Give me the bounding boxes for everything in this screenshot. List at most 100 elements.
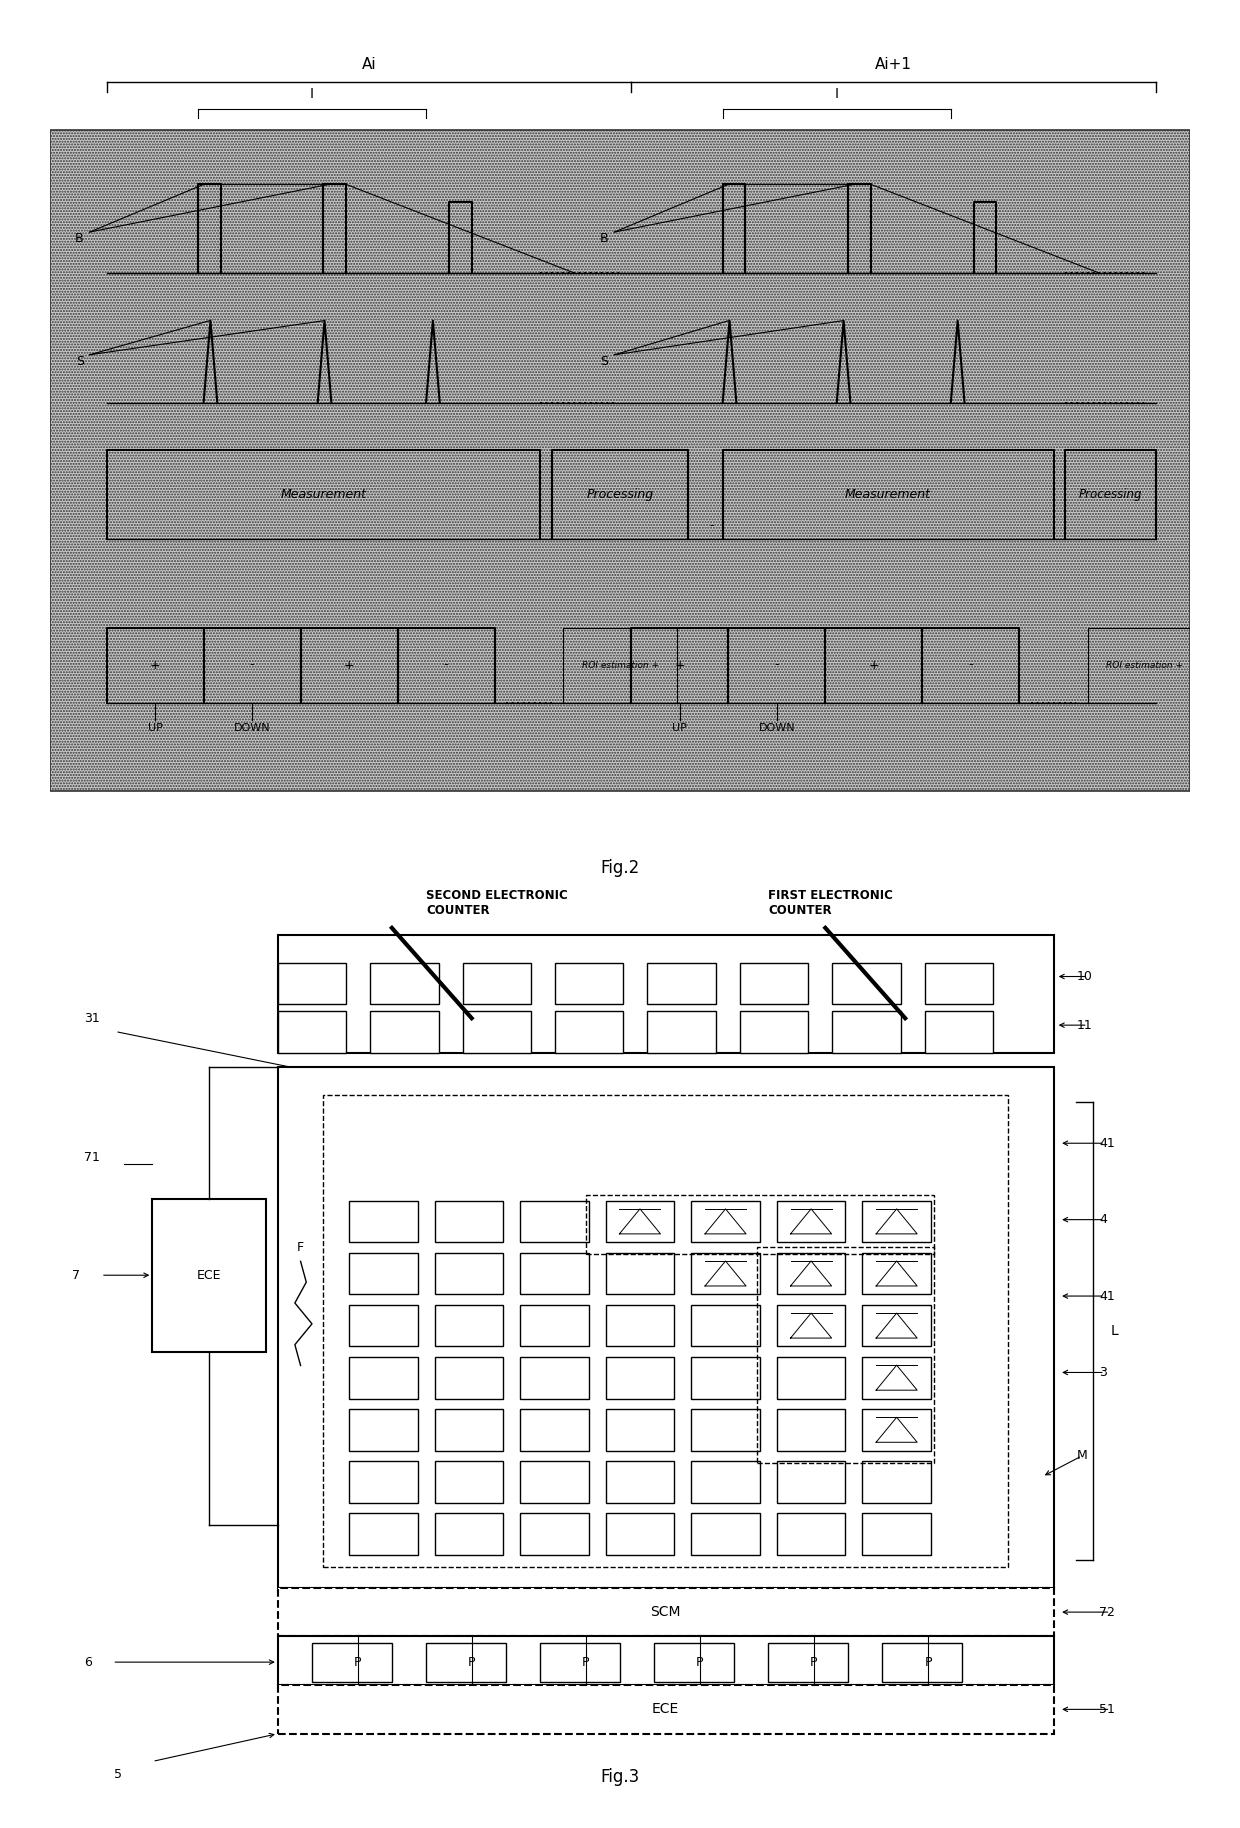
Bar	[463, 1011, 531, 1053]
Bar	[740, 963, 808, 1004]
Bar	[863, 1201, 931, 1243]
Text: -: -	[775, 658, 779, 671]
Bar	[863, 1252, 931, 1294]
Bar	[925, 963, 993, 1004]
Bar	[776, 1514, 846, 1556]
Bar	[769, 1643, 848, 1682]
Bar	[350, 1252, 418, 1294]
Bar	[863, 1461, 931, 1503]
Text: S: S	[76, 355, 84, 367]
Text: 51: 51	[1099, 1704, 1115, 1716]
Bar	[756, 1247, 934, 1462]
Bar	[740, 1011, 808, 1053]
Text: P: P	[810, 1656, 817, 1669]
Text: DOWN: DOWN	[759, 722, 795, 733]
Bar	[350, 1461, 418, 1503]
Text: 3: 3	[1099, 1366, 1107, 1378]
Bar	[278, 1685, 1054, 1733]
Bar	[863, 1356, 931, 1398]
Text: Fig.2: Fig.2	[600, 859, 640, 877]
Text: S: S	[600, 355, 609, 367]
Bar	[925, 1011, 993, 1053]
Text: DOWN: DOWN	[234, 722, 270, 733]
Bar	[883, 1643, 962, 1682]
Bar	[776, 1356, 846, 1398]
Text: +: +	[343, 658, 355, 671]
Text: -: -	[444, 658, 449, 671]
Text: Measurement: Measurement	[846, 488, 931, 501]
Bar	[692, 1356, 760, 1398]
Bar	[692, 1514, 760, 1556]
Text: M: M	[1076, 1450, 1087, 1462]
Bar	[350, 1409, 418, 1451]
Text: 11: 11	[1076, 1018, 1092, 1031]
Bar	[692, 1409, 760, 1451]
Bar	[278, 1011, 346, 1053]
Text: Ai+1: Ai+1	[875, 57, 913, 71]
Text: +: +	[675, 658, 686, 671]
Bar	[776, 1409, 846, 1451]
Text: I: I	[835, 88, 838, 101]
Bar	[863, 1409, 931, 1451]
Text: -: -	[249, 658, 254, 671]
Bar	[278, 1589, 1054, 1636]
Text: Processing: Processing	[587, 488, 653, 501]
Bar	[278, 1068, 1054, 1589]
Bar	[832, 963, 900, 1004]
Bar	[371, 1011, 439, 1053]
Bar	[435, 1201, 503, 1243]
Bar	[463, 963, 531, 1004]
Bar	[776, 1305, 846, 1347]
Bar	[278, 934, 1054, 1053]
Bar	[776, 1461, 846, 1503]
Bar	[521, 1409, 589, 1451]
Text: 4: 4	[1099, 1214, 1107, 1227]
Text: B: B	[600, 232, 609, 245]
Bar	[606, 1252, 675, 1294]
Text: -: -	[968, 658, 973, 671]
Text: -: -	[709, 519, 713, 532]
Bar	[692, 1201, 760, 1243]
Bar	[427, 1643, 506, 1682]
Bar	[312, 1643, 392, 1682]
Bar	[324, 1095, 1008, 1567]
Bar	[435, 1252, 503, 1294]
Bar	[692, 1461, 760, 1503]
Text: 41: 41	[1099, 1289, 1115, 1303]
Bar	[863, 1514, 931, 1556]
Bar	[585, 1196, 934, 1254]
Text: I: I	[310, 88, 314, 101]
Text: ECE: ECE	[652, 1702, 680, 1716]
Bar	[153, 1199, 267, 1351]
Text: 71: 71	[84, 1150, 99, 1164]
Text: +: +	[150, 658, 160, 671]
Bar	[655, 1643, 734, 1682]
Text: 10: 10	[1076, 971, 1092, 983]
Text: 31: 31	[84, 1011, 99, 1026]
Text: Ai: Ai	[362, 57, 376, 71]
Bar	[350, 1356, 418, 1398]
Text: P: P	[582, 1656, 589, 1669]
Bar	[606, 1305, 675, 1347]
Bar	[521, 1201, 589, 1243]
Text: ROI estimation +: ROI estimation +	[1106, 660, 1183, 669]
Bar	[521, 1252, 589, 1294]
Bar	[647, 963, 715, 1004]
Bar	[832, 1011, 900, 1053]
Bar	[435, 1514, 503, 1556]
Text: SECOND ELECTRONIC
COUNTER: SECOND ELECTRONIC COUNTER	[427, 890, 568, 918]
Bar	[435, 1409, 503, 1451]
Text: Measurement: Measurement	[280, 488, 366, 501]
Text: P: P	[696, 1656, 703, 1669]
Bar	[435, 1356, 503, 1398]
Bar	[50, 130, 1190, 792]
Bar	[435, 1305, 503, 1347]
Bar	[863, 1305, 931, 1347]
Bar	[521, 1356, 589, 1398]
Text: 72: 72	[1099, 1605, 1115, 1618]
Text: 41: 41	[1099, 1137, 1115, 1150]
Text: P: P	[467, 1656, 475, 1669]
Bar	[606, 1409, 675, 1451]
Bar	[521, 1514, 589, 1556]
Bar	[435, 1461, 503, 1503]
